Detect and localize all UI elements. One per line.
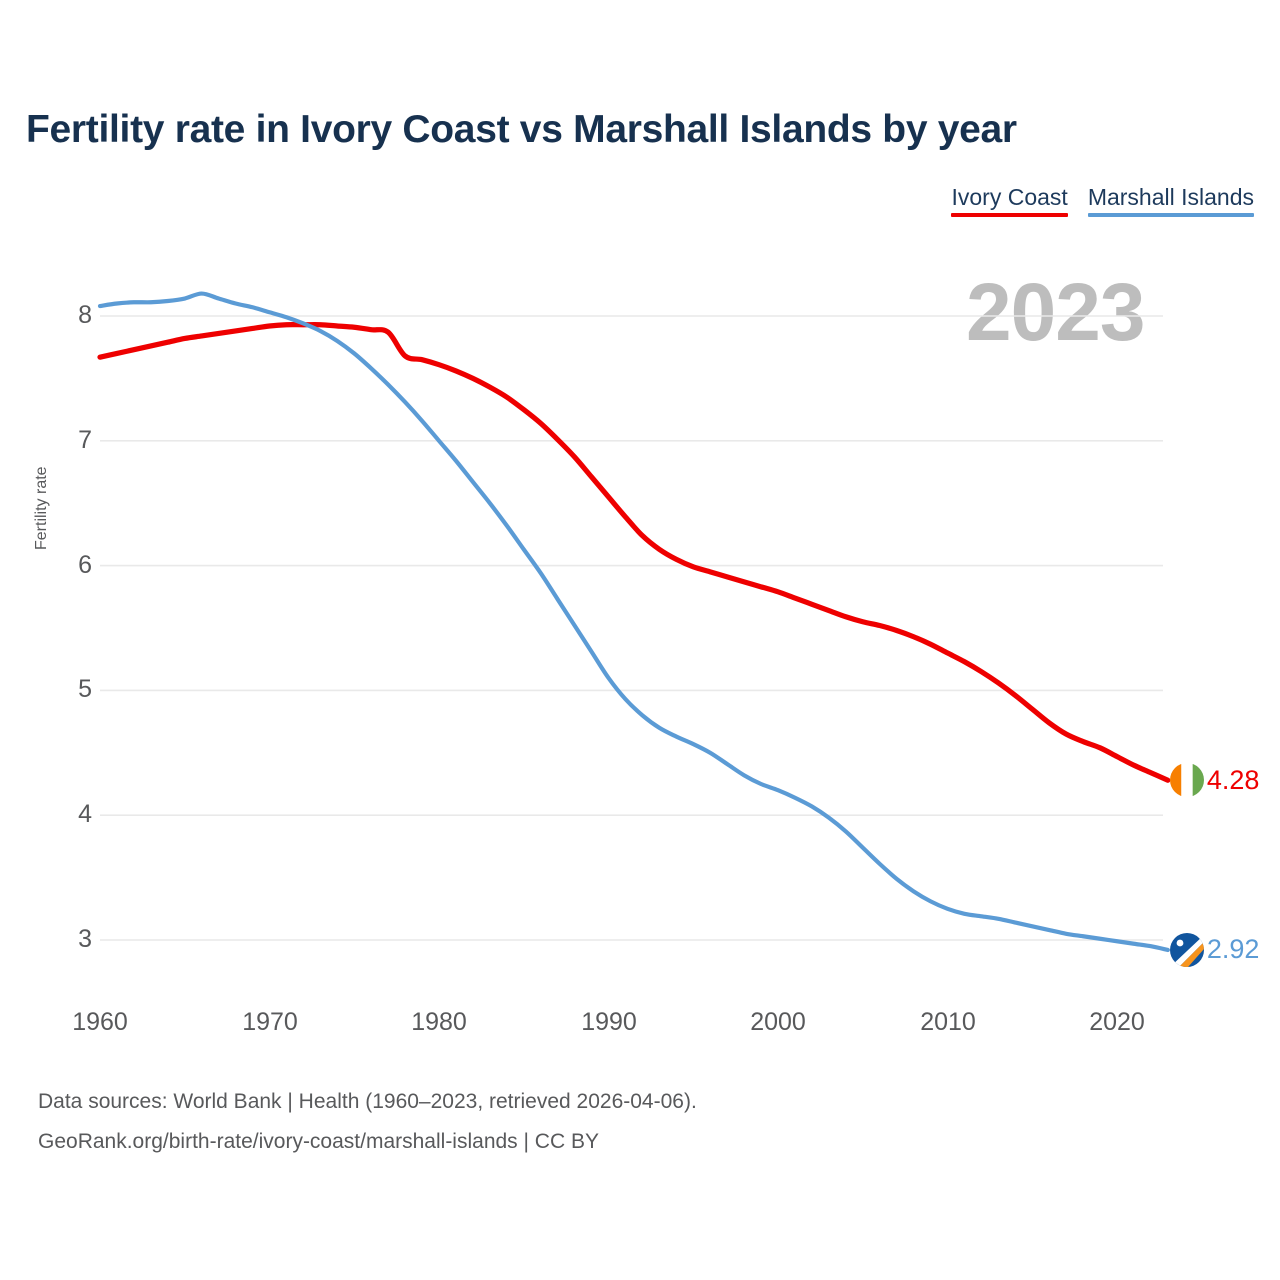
- end-label-marshall-islands[interactable]: 2.92: [1169, 932, 1260, 967]
- y-tick-label: 8: [78, 301, 92, 329]
- y-tick-label: 4: [78, 800, 92, 828]
- gridlines: [100, 315, 1163, 941]
- end-label-value: 4.28: [1206, 764, 1260, 795]
- series-line: [97, 291, 1170, 953]
- x-tick-1960: 1960: [72, 1008, 128, 1036]
- legend-swatch-marshall-islands: [1087, 213, 1254, 218]
- series-line: [97, 322, 1171, 783]
- x-tick-2020: 2020: [1089, 1008, 1145, 1036]
- x-tick-1980: 1980: [411, 1008, 467, 1036]
- ivory-coast-flag-icon: [1169, 763, 1204, 798]
- legend-swatch-ivory-coast: [951, 213, 1068, 218]
- end-label-ivory-coast[interactable]: 4.28: [1169, 763, 1260, 798]
- footer-data-sources: Data sources: World Bank | Health (1960–…: [38, 1090, 697, 1113]
- x-tick-2010: 2010: [920, 1008, 976, 1036]
- end-label-value: 2.92: [1206, 934, 1260, 965]
- y-tick-label: 6: [78, 551, 92, 579]
- footer-attribution[interactable]: GeoRank.org/birth-rate/ivory-coast/marsh…: [38, 1130, 599, 1153]
- chart-legend: Ivory Coast Marshall Islands: [951, 184, 1254, 218]
- legend-item-ivory-coast[interactable]: Ivory Coast: [951, 184, 1068, 218]
- x-tick-1990: 1990: [581, 1008, 637, 1036]
- y-tick-label: 7: [78, 426, 92, 454]
- x-tick-2000: 2000: [750, 1008, 806, 1036]
- watermark-year: 2023: [966, 267, 1145, 358]
- y-tick-label: 5: [78, 675, 92, 703]
- legend-item-marshall-islands[interactable]: Marshall Islands: [1087, 184, 1254, 218]
- x-tick-1970: 1970: [242, 1008, 298, 1036]
- legend-label-ivory-coast: Ivory Coast: [951, 184, 1068, 210]
- y-tick-label: 3: [78, 925, 92, 953]
- page-title: Fertility rate in Ivory Coast vs Marshal…: [26, 108, 1017, 151]
- series-lines: [97, 291, 1171, 953]
- legend-label-marshall-islands: Marshall Islands: [1087, 184, 1254, 210]
- marshall-islands-flag-icon: [1169, 932, 1204, 967]
